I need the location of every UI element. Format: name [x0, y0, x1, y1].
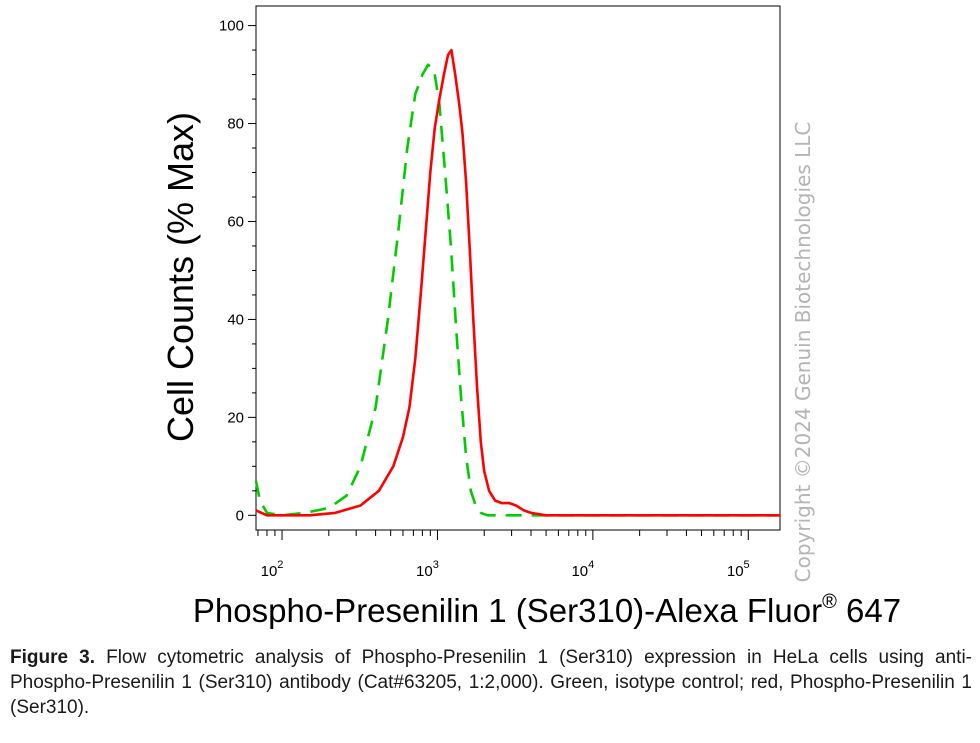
x-tick-base: 10 — [261, 563, 278, 580]
y-axis-label: Cell Counts (% Max) — [160, 112, 201, 442]
flow-histogram-chart: 0 20 40 60 80 100 102 103 104 105 Cell Counts (%… — [160, 5, 901, 629]
x-tick-exp: 2 — [277, 559, 283, 571]
caption-text: Flow cytometric analysis of Phospho-Pres… — [10, 647, 972, 718]
x-tick-exp: 4 — [588, 559, 594, 571]
x-tick-base: 10 — [416, 563, 433, 580]
x-tick-label: 104 — [571, 559, 594, 580]
x-tick-base: 10 — [571, 563, 588, 580]
x-tick-label: 105 — [727, 559, 750, 580]
phospho-presenilin-curve — [255, 48, 780, 517]
x-tick-label: 103 — [416, 559, 439, 580]
y-tick-label: 60 — [227, 213, 244, 230]
x-tick-base: 10 — [727, 563, 744, 580]
y-axis: 0 20 40 60 80 100 — [219, 18, 256, 524]
copyright-watermark: Copyright ©2024 Genuin Biotechnologies L… — [791, 122, 815, 583]
plot-frame — [255, 5, 781, 531]
x-tick-exp: 5 — [744, 559, 750, 571]
caption-lead: Figure 3. — [10, 647, 95, 668]
y-tick-label: 0 — [236, 507, 244, 524]
series-layer — [254, 48, 780, 517]
x-tick-label: 102 — [261, 559, 284, 580]
x-axis-label-text: Phospho-Presenilin 1 (Ser310)-Alexa Fluo… — [193, 592, 822, 629]
x-axis-label: Phospho-Presenilin 1 (Ser310)-Alexa Fluo… — [193, 591, 901, 629]
figure-caption: Figure 3. Flow cytometric analysis of Ph… — [10, 645, 972, 720]
y-tick-label: 40 — [227, 311, 244, 328]
y-tick-label: 80 — [227, 116, 244, 133]
y-tick-label: 20 — [227, 409, 244, 426]
x-tick-exp: 3 — [433, 559, 439, 571]
x-axis-label-sup: ® — [822, 591, 837, 613]
x-axis-label-suffix: 647 — [837, 592, 901, 629]
y-tick-label: 100 — [219, 18, 244, 35]
x-axis: 102 103 104 105 — [257, 530, 750, 580]
isotype-control-curve — [254, 63, 780, 517]
